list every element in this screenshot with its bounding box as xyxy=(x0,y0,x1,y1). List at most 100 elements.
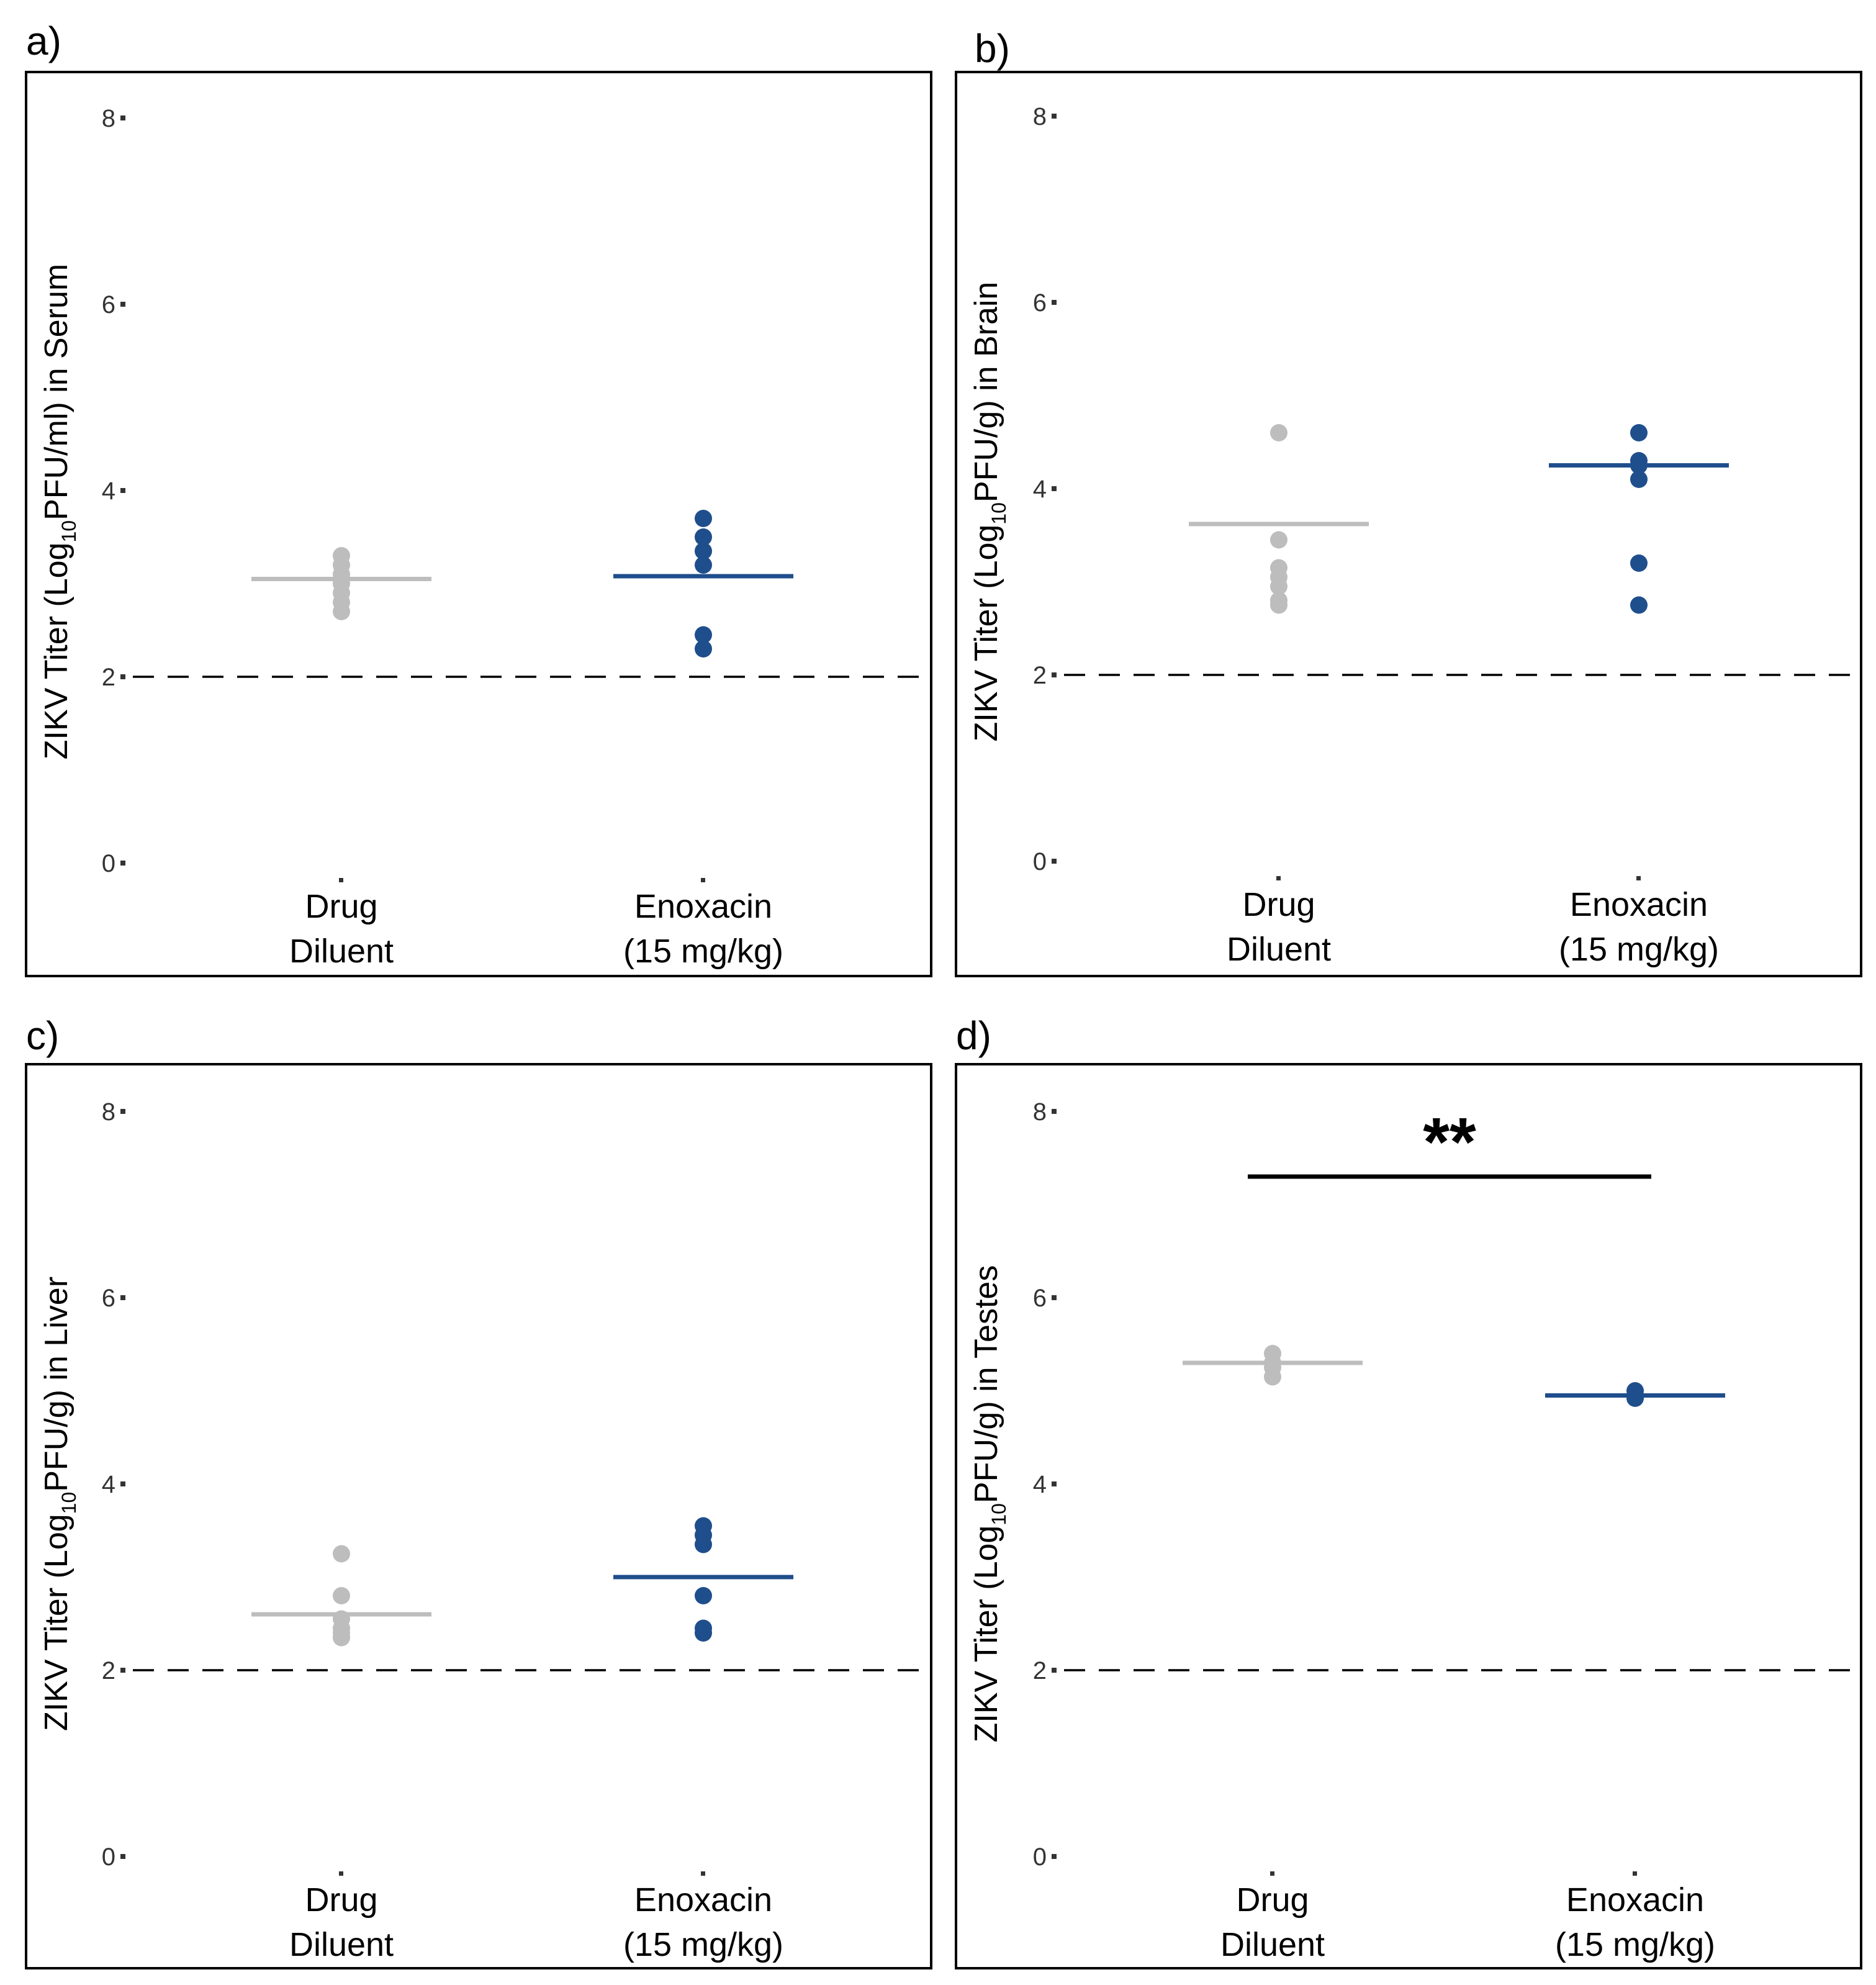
x-tick-mark xyxy=(1633,1871,1637,1876)
panel-label: b) xyxy=(975,26,1010,71)
x-category-label: (15 mg/kg) xyxy=(623,1926,783,1963)
data-point xyxy=(333,1587,350,1604)
panel-frame xyxy=(955,71,1862,977)
panel-d: d) 0 2 4 6 8 ZIKV Titer (Log10PFU/g) in Testes… xyxy=(955,1013,1862,1969)
x-tick-mark xyxy=(339,878,343,882)
y-tick-mark xyxy=(120,861,125,866)
y-axis-title-sub: 10 xyxy=(58,1492,80,1514)
y-axis-title-pre: ZIKV Titer (Log xyxy=(968,1526,1004,1743)
y-tick-mark xyxy=(120,1481,125,1486)
panel-label: d) xyxy=(956,1013,991,1058)
x-tick-mark xyxy=(1636,876,1641,880)
y-tick-label: 0 xyxy=(102,850,115,877)
x-category-label: Diluent xyxy=(289,1926,394,1963)
y-tick-mark xyxy=(1052,1295,1057,1300)
data-point xyxy=(1270,596,1287,614)
y-tick-mark xyxy=(1052,1668,1057,1673)
y-axis-title: ZIKV Titer (Log10PFU/g) in Liver xyxy=(38,1277,80,1731)
x-category-label: Drug xyxy=(305,1881,377,1919)
x-category-label: Diluent xyxy=(289,933,394,970)
y-tick-mark xyxy=(120,115,125,120)
y-tick-mark xyxy=(1052,1854,1057,1859)
data-point xyxy=(1270,424,1287,441)
panel-frame xyxy=(955,1063,1862,1969)
data-point xyxy=(695,1535,712,1553)
y-tick-label: 8 xyxy=(1033,103,1047,130)
data-point xyxy=(1630,471,1648,488)
y-axis-title-post: PFU/g) in Liver xyxy=(38,1277,74,1492)
data-point xyxy=(333,1629,350,1647)
y-axis-title-sub: 10 xyxy=(58,520,80,543)
x-category-label: Drug xyxy=(1242,886,1315,923)
data-point xyxy=(1264,1368,1281,1386)
y-tick-label: 8 xyxy=(1033,1098,1047,1126)
y-axis-title-pre: ZIKV Titer (Log xyxy=(38,543,74,760)
y-tick-label: 6 xyxy=(1033,1285,1047,1312)
y-tick-mark xyxy=(120,1295,125,1300)
y-tick-label: 4 xyxy=(102,477,115,505)
panel-label: a) xyxy=(26,19,61,63)
y-tick-label: 8 xyxy=(102,1098,115,1126)
y-axis-title-post: PFU/g) in Brain xyxy=(968,282,1004,502)
data-point xyxy=(1630,424,1648,441)
data-point xyxy=(695,528,712,546)
y-tick-label: 2 xyxy=(102,664,115,691)
y-tick-label: 2 xyxy=(102,1657,115,1684)
y-tick-label: 2 xyxy=(1033,1657,1047,1684)
x-category-label: Diluent xyxy=(1220,1926,1325,1963)
y-tick-label: 8 xyxy=(102,105,115,132)
x-tick-mark xyxy=(701,878,705,882)
y-tick-mark xyxy=(1052,114,1057,119)
x-tick-mark xyxy=(339,1871,343,1876)
panel-frame xyxy=(25,71,932,977)
y-tick-label: 0 xyxy=(1033,1843,1047,1871)
data-point xyxy=(333,1545,350,1563)
y-tick-label: 4 xyxy=(1033,1471,1047,1498)
y-tick-mark xyxy=(120,1109,125,1114)
y-tick-mark xyxy=(1052,486,1057,491)
y-tick-label: 0 xyxy=(1033,848,1047,875)
y-axis-title-post: PFU/ml) in Serum xyxy=(38,264,74,520)
x-category-label: Enoxacin xyxy=(634,888,772,925)
data-point xyxy=(1270,577,1287,595)
data-point xyxy=(1630,554,1648,572)
y-tick-mark xyxy=(120,302,125,307)
y-tick-mark xyxy=(1052,672,1057,677)
y-tick-mark xyxy=(1052,1481,1057,1486)
x-category-label: Enoxacin xyxy=(1566,1881,1704,1919)
y-tick-mark xyxy=(1052,1109,1057,1114)
x-category-label: Drug xyxy=(305,888,377,925)
panel-b: b) 0 2 4 6 8 ZIKV Titer (Log10PFU/g) in Brain D… xyxy=(955,26,1862,977)
x-category-label: Enoxacin xyxy=(634,1881,772,1919)
y-tick-mark xyxy=(120,488,125,493)
x-category-label: Diluent xyxy=(1227,931,1331,968)
data-point xyxy=(695,1587,712,1604)
data-point xyxy=(1630,596,1648,614)
y-tick-label: 6 xyxy=(102,291,115,319)
y-axis-title-pre: ZIKV Titer (Log xyxy=(38,1514,74,1731)
y-tick-mark xyxy=(1052,300,1057,305)
x-category-label: (15 mg/kg) xyxy=(1559,931,1719,968)
data-point xyxy=(1626,1390,1644,1407)
y-tick-label: 2 xyxy=(1033,662,1047,689)
y-axis-title: ZIKV Titer (Log10PFU/g) in Brain xyxy=(968,282,1010,742)
data-point xyxy=(1270,531,1287,549)
data-point xyxy=(695,556,712,574)
data-point xyxy=(695,542,712,560)
y-axis-title-pre: ZIKV Titer (Log xyxy=(968,525,1004,742)
y-tick-mark xyxy=(120,674,125,679)
y-tick-label: 6 xyxy=(1033,289,1047,317)
panel-a: a) 0 2 4 6 8 ZIKV Titer (Log10PFU/ml) in Serum… xyxy=(25,19,932,977)
x-category-label: Enoxacin xyxy=(1570,886,1708,923)
panel-c: c) 0 2 4 6 8 ZIKV Titer (Log10PFU/g) in Liver D… xyxy=(25,1013,932,1969)
x-category-label: Drug xyxy=(1236,1881,1309,1919)
y-axis-title-sub: 10 xyxy=(988,1503,1010,1526)
data-point xyxy=(695,626,712,644)
data-point xyxy=(695,1624,712,1642)
x-category-label: (15 mg/kg) xyxy=(1555,1926,1715,1963)
y-axis-title-sub: 10 xyxy=(988,502,1010,525)
y-axis-title: ZIKV Titer (Log10PFU/g) in Testes xyxy=(968,1265,1010,1743)
panel-frame xyxy=(25,1063,932,1969)
